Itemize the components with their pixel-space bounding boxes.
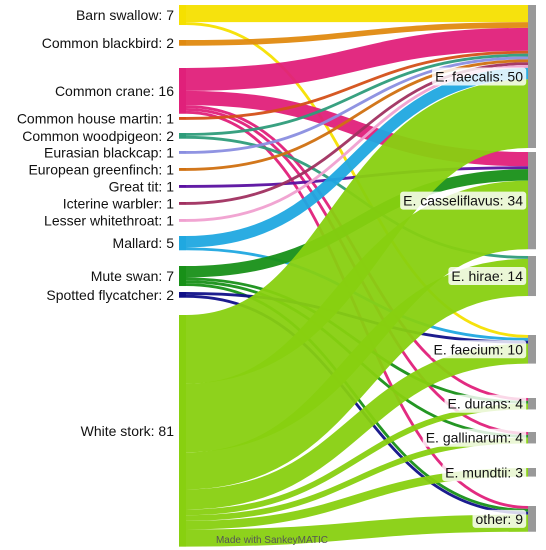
source-node-spotted-flycatcher bbox=[179, 292, 186, 298]
target-label-background bbox=[448, 267, 527, 286]
flow-common-woodpigeon-to-e-faecalis bbox=[185, 53, 529, 136]
flow-white-stork-to-e-faecium bbox=[185, 343, 529, 510]
target-label-background bbox=[422, 428, 527, 447]
target-label-e-faecalis: E. faecalis: 50 bbox=[435, 69, 523, 85]
source-node-layer bbox=[179, 5, 186, 547]
source-node-common-woodpigeon bbox=[179, 133, 186, 139]
target-label-e-durans: E. durans: 4 bbox=[448, 396, 524, 412]
source-label-common-woodpigeon: Common woodpigeon: 2 bbox=[22, 128, 174, 144]
target-label-e-casseliflavus: E. casseliflavus: 34 bbox=[403, 193, 523, 209]
credit-text: Made with SankeyMATIC bbox=[216, 535, 328, 546]
target-node-e-casseliflavus bbox=[528, 152, 536, 250]
source-label-great-tit: Great tit: 1 bbox=[109, 178, 175, 194]
source-label-common-house-martin: Common house martin: 1 bbox=[17, 110, 174, 126]
target-label-e-hirae: E. hirae: 14 bbox=[451, 268, 523, 284]
target-node-other bbox=[528, 506, 536, 532]
source-label-common-crane: Common crane: 16 bbox=[55, 83, 174, 99]
target-label-background bbox=[444, 394, 527, 413]
source-node-great-tit bbox=[179, 185, 186, 188]
source-label-icterine-warbler: Icterine warbler: 1 bbox=[63, 195, 174, 211]
flow-common-house-martin-to-e-faecalis bbox=[185, 50, 529, 120]
source-label-eurasian-blackcap: Eurasian blackcap: 1 bbox=[44, 144, 174, 160]
flow-common-blackbird-to-e-faecalis bbox=[185, 22, 529, 46]
flow-white-stork-to-e-hirae bbox=[185, 258, 529, 490]
target-node-e-faecalis bbox=[528, 5, 536, 148]
source-node-mallard bbox=[179, 236, 186, 251]
source-node-common-house-martin bbox=[179, 117, 186, 120]
source-label-layer: Barn swallow: 7 Common blackbird: 2 Common… bbox=[17, 7, 174, 439]
source-label-mallard: Mallard: 5 bbox=[113, 235, 175, 251]
target-label-other: other: 9 bbox=[476, 511, 524, 527]
flow-white-stork-to-e-faecalis bbox=[184, 79, 530, 384]
target-label-background bbox=[472, 509, 527, 528]
flow-common-crane-to-e-faecalis bbox=[185, 27, 529, 91]
source-node-mute-swan bbox=[179, 266, 186, 287]
source-node-common-crane bbox=[179, 68, 186, 114]
target-label-background bbox=[442, 463, 527, 482]
target-label-background bbox=[432, 67, 527, 86]
source-node-white-stork bbox=[179, 315, 186, 547]
source-node-icterine-warbler bbox=[179, 202, 186, 205]
source-label-european-greenfinch: European greenfinch: 1 bbox=[28, 161, 174, 177]
source-node-european-greenfinch bbox=[179, 168, 186, 171]
target-node-e-hirae bbox=[528, 256, 536, 297]
target-label-background bbox=[430, 340, 527, 359]
source-node-eurasian-blackcap bbox=[179, 151, 186, 154]
source-node-barn-swallow bbox=[179, 5, 186, 26]
target-label-layer: E. faecalis: 50 E. casseliflavus: 34 E. hi… bbox=[400, 67, 527, 528]
source-label-white-stork: White stork: 81 bbox=[81, 423, 175, 439]
target-label-background bbox=[400, 191, 527, 210]
flow-white-stork-to-e-casseliflavus bbox=[184, 180, 530, 453]
source-node-common-blackbird bbox=[179, 40, 186, 46]
target-label-e-mundtii: E. mundtii: 3 bbox=[445, 464, 523, 480]
flow-white-stork-to-other bbox=[185, 514, 529, 547]
source-label-common-blackbird: Common blackbird: 2 bbox=[42, 35, 174, 51]
target-node-e-mundtii bbox=[528, 468, 536, 477]
target-node-e-durans bbox=[528, 398, 536, 410]
flow-european-greenfinch-to-e-faecalis bbox=[185, 59, 529, 171]
source-label-barn-swallow: Barn swallow: 7 bbox=[76, 7, 174, 23]
target-label-e-gallinarum: E. gallinarum: 4 bbox=[426, 430, 523, 446]
target-node-layer bbox=[528, 5, 536, 532]
target-label-e-faecium: E. faecium: 10 bbox=[434, 341, 524, 357]
source-label-mute-swan: Mute swan: 7 bbox=[91, 268, 174, 284]
source-label-spotted-flycatcher: Spotted flycatcher: 2 bbox=[46, 287, 174, 303]
source-label-lesser-whitethroat: Lesser whitethroat: 1 bbox=[44, 212, 174, 228]
target-node-e-gallinarum bbox=[528, 432, 536, 444]
target-node-e-faecium bbox=[528, 335, 536, 364]
source-node-lesser-whitethroat bbox=[179, 219, 186, 222]
flow-layer bbox=[184, 4, 530, 547]
flow-eurasian-blackcap-to-e-faecalis bbox=[185, 56, 529, 154]
